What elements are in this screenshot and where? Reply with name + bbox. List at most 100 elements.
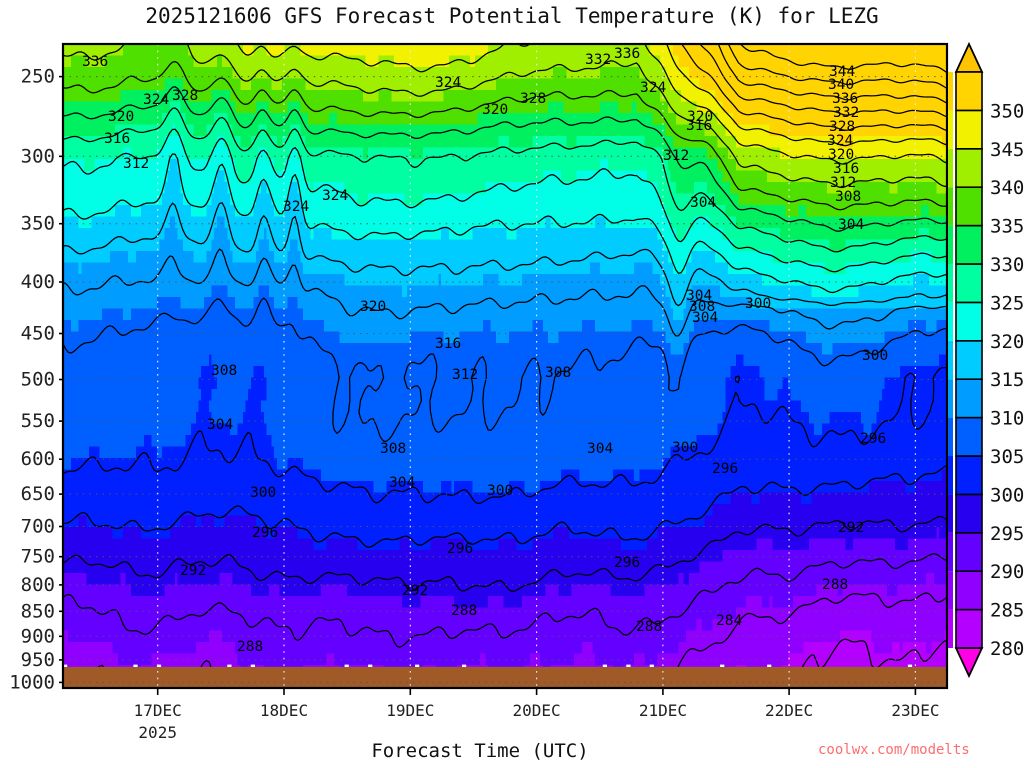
x-tick-label: 17DEC: [134, 701, 182, 720]
contour-label: 300: [672, 440, 698, 456]
contour-label: 312: [830, 175, 856, 191]
contour-label: 292: [180, 563, 206, 579]
x-tick-label: 18DEC: [260, 701, 308, 720]
mini-swatch: [948, 340, 953, 380]
colorbar-swatch: [955, 378, 983, 419]
colorbar-tick-label: 315: [990, 369, 1024, 391]
colorbar-swatch: [955, 301, 983, 342]
y-tick-label: 700: [21, 516, 55, 538]
contour-label: 296: [614, 555, 640, 571]
contour-label: 288: [237, 639, 263, 655]
contour-label: 292: [838, 520, 864, 536]
contour-label: 316: [686, 118, 712, 134]
contour-label: 288: [451, 603, 477, 619]
contour-label: 316: [833, 161, 859, 177]
colorbar-swatch: [955, 263, 983, 304]
contour-label: 292: [402, 583, 428, 599]
x-tick-label: 20DEC: [513, 701, 561, 720]
contour-label: 344: [829, 64, 855, 80]
mini-swatch: [948, 417, 953, 456]
y-tick-label: 500: [21, 369, 55, 391]
mini-swatch: [948, 609, 953, 648]
mini-swatch: [948, 571, 953, 610]
colorbar-tick-label: 290: [990, 561, 1024, 583]
y-tick-label: 850: [21, 600, 55, 622]
contour-label: 304: [389, 475, 415, 491]
contour-label: 312: [123, 156, 149, 172]
contour-364: [727, 43, 948, 90]
colorbar-tick-label: 285: [990, 600, 1024, 622]
contour-label: 320: [482, 102, 508, 118]
contour-label: 316: [435, 336, 461, 352]
contour-label: 300: [250, 485, 276, 501]
mini-swatch: [948, 494, 953, 533]
contour-label: 304: [692, 310, 718, 326]
y-tick-label: 600: [21, 448, 55, 470]
contour-label: 320: [687, 109, 713, 125]
contour-label: 340: [828, 77, 854, 93]
contour-352: [681, 43, 948, 132]
y-tick-label: 250: [21, 66, 55, 88]
contour-label: 336: [614, 46, 640, 62]
contour-label: 328: [829, 119, 855, 135]
y-tick-label: 550: [21, 410, 55, 432]
colorbar-under-arrow: [954, 647, 984, 679]
x-tick-label: 19DEC: [386, 701, 434, 720]
contour-label: 320: [108, 109, 134, 125]
contour-label: 296: [712, 461, 738, 477]
y-tick-label: 400: [21, 271, 55, 293]
contour-300: [62, 464, 948, 548]
colorbar-swatch: [955, 71, 983, 112]
colorbar: 280 285 290 295 300 305 310 315 320 325 330 335 340 3…: [954, 41, 1024, 679]
contour-label: 324: [322, 188, 348, 204]
contour-label: 328: [172, 88, 198, 104]
colorbar-swatch: [955, 416, 983, 457]
terrain-notches: [63, 664, 913, 667]
mini-swatch: [948, 264, 953, 303]
colorbar-swatch: [955, 109, 983, 150]
y-tick-label: 800: [21, 574, 55, 596]
contour-label: 296: [252, 525, 278, 541]
y-tick-label: 450: [21, 323, 55, 345]
contour-label: 284: [716, 613, 742, 629]
contour-316: [62, 202, 948, 307]
colorbar-swatch: [955, 493, 983, 534]
contour-label: 288: [822, 577, 848, 593]
colorbar-tick-label: 310: [990, 408, 1024, 430]
contour-label: 308: [545, 365, 571, 381]
contour-label: 300: [862, 348, 888, 364]
contour-label: 304: [207, 417, 233, 433]
colorbar-tick-label: 320: [990, 331, 1024, 353]
mini-swatch: [948, 225, 953, 264]
watermark: coolwx.com/modelts: [818, 742, 970, 758]
colorbar-tick-label: 330: [990, 254, 1024, 276]
contour-label: 304: [686, 288, 712, 304]
contour-label: 332: [833, 105, 859, 121]
colorbar-swatch: [955, 570, 983, 611]
plot-frame: [61, 42, 949, 690]
colorbar-tick-label: 305: [990, 446, 1024, 468]
contour-label: 304: [838, 217, 864, 233]
contour-label: 332: [585, 52, 611, 68]
contour-292: [62, 553, 948, 648]
x-tick-label: 22DEC: [765, 701, 813, 720]
contour-label: 304: [587, 441, 613, 457]
contour-label: 324: [283, 199, 309, 215]
x-axis-title: Forecast Time (UTC): [371, 740, 589, 762]
contour-label: 324: [827, 133, 853, 149]
contour-label: 312: [663, 148, 689, 164]
x-tick-label: 21DEC: [639, 701, 687, 720]
colorbar-tick-label: 325: [990, 292, 1024, 314]
y-tick-label: 750: [21, 546, 55, 568]
terrain-band: [63, 666, 947, 688]
contour-label: 296: [860, 431, 886, 447]
contour-label: 324: [143, 92, 169, 108]
y-tick-label: 300: [21, 145, 55, 167]
colorbar-tick-label: 340: [990, 177, 1024, 199]
contour-324: [62, 128, 948, 273]
contour-label: 304: [690, 195, 716, 211]
colorbar-swatch: [955, 148, 983, 189]
